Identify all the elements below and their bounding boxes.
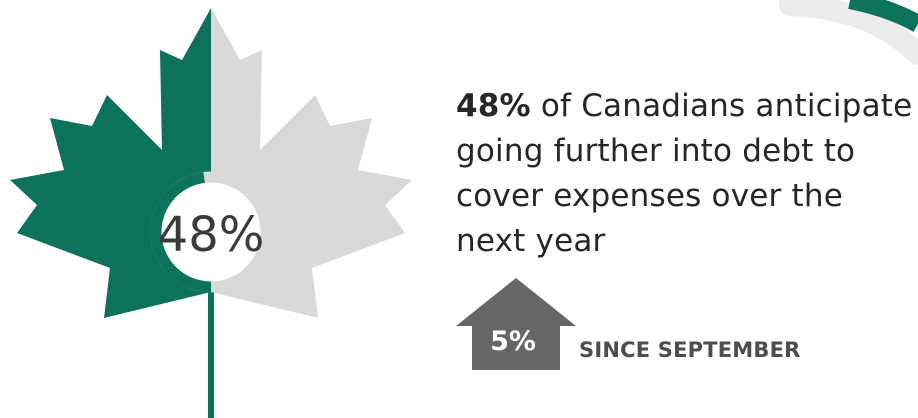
- percent-ring-progress: [150, 171, 212, 293]
- headline-line-4: next year: [456, 223, 606, 259]
- headline-text: 48% of Canadians anticipate going furthe…: [456, 84, 916, 264]
- headline-line-1: 48% of Canadians anticipate: [456, 84, 916, 129]
- change-value-text: 5%: [490, 326, 536, 357]
- maple-leaf-stem: [208, 290, 214, 418]
- corner-arc-decoration: [779, 0, 918, 65]
- since-september-label: SINCE SEPTEMBER: [579, 338, 801, 362]
- percent-value-text: 48%: [158, 207, 265, 263]
- headline-line-2: going further into debt to: [456, 133, 856, 169]
- up-arrow-icon: 5%: [456, 278, 576, 370]
- headline-highlight: 48%: [456, 88, 531, 124]
- maple-leaf-icon: 48%: [10, 8, 412, 418]
- headline-line-3: cover expenses over the: [456, 178, 843, 214]
- percent-ring: [150, 171, 272, 293]
- headline-line-1-rest: of Canadians anticipate: [530, 88, 913, 124]
